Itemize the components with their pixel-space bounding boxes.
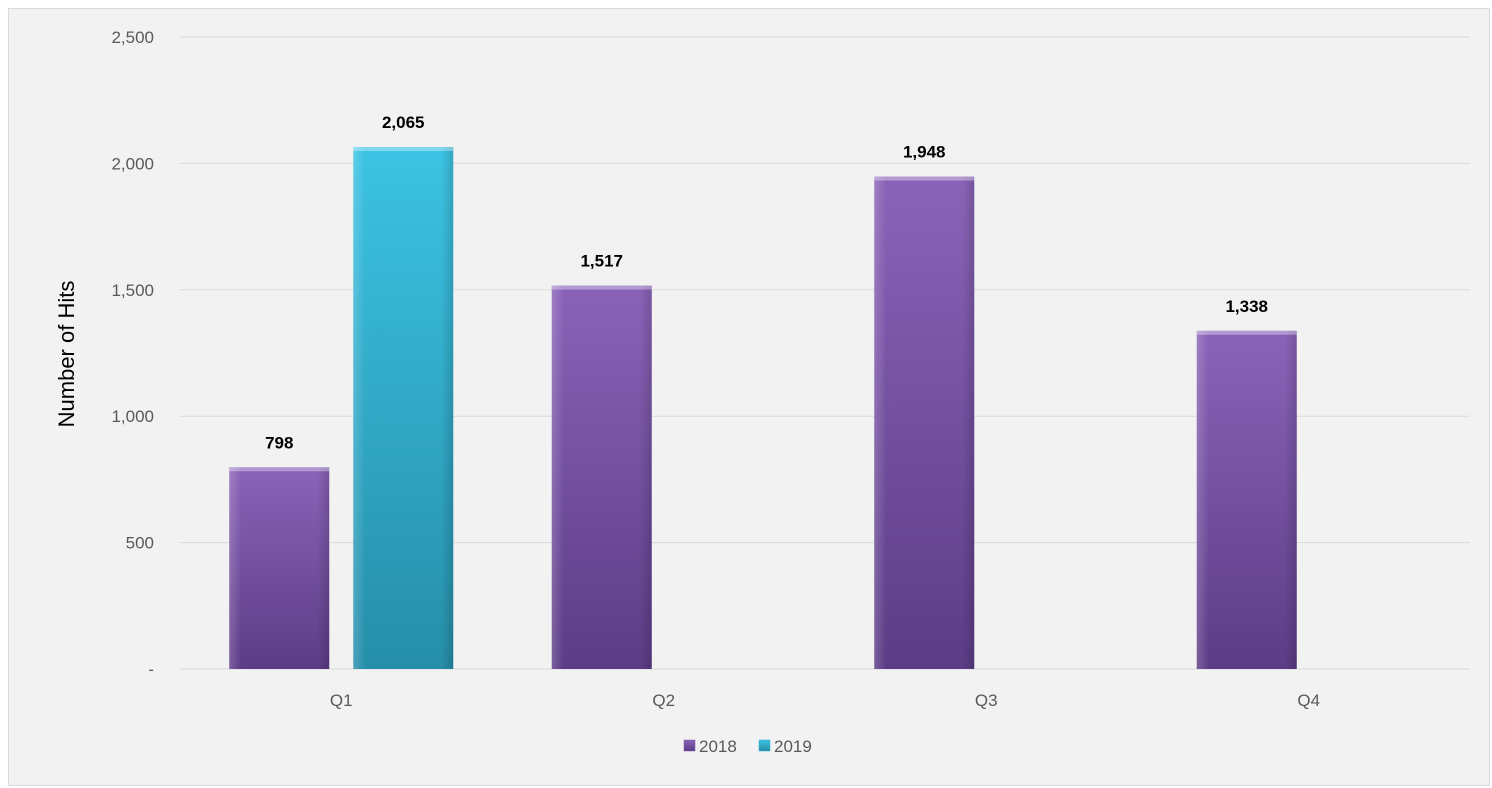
bar-2018-Q3: [874, 176, 975, 669]
y-tick-label: -: [148, 660, 154, 679]
legend: 2018 2019: [683, 737, 812, 756]
legend-swatch-2019: [758, 739, 771, 752]
x-axis-ticks: Q1 Q2 Q3 Q4: [330, 691, 1320, 710]
legend-swatch-2018: [683, 739, 696, 752]
bar-bevel: [551, 285, 652, 290]
y-tick-label: 2,000: [111, 154, 154, 173]
bar-bevel: [229, 467, 330, 472]
bar-2019-Q1: [353, 146, 454, 669]
x-tick-label-Q4: Q4: [1297, 691, 1320, 710]
bar-shading: [229, 467, 330, 669]
y-axis-title: Number of Hits: [54, 281, 79, 428]
data-label-2018-Q4: 1,338: [1225, 297, 1268, 316]
bar-shading: [353, 146, 454, 669]
bar-bevel: [1196, 330, 1297, 335]
bar-bevel: [874, 176, 975, 181]
x-tick-label-Q3: Q3: [975, 691, 998, 710]
legend-label-2019: 2019: [774, 737, 812, 756]
x-tick-label-Q2: Q2: [652, 691, 675, 710]
x-tick-label-Q1: Q1: [330, 691, 353, 710]
data-label-2018-Q1: 798: [265, 433, 293, 452]
y-tick-label: 1,500: [111, 281, 154, 300]
bar-shading: [551, 285, 652, 669]
bar-2018-Q2: [551, 285, 652, 669]
data-label-2018-Q3: 1,948: [903, 143, 946, 162]
bar-shading: [1196, 330, 1297, 669]
bars: [229, 146, 1297, 669]
legend-label-2018: 2018: [699, 737, 737, 756]
bar-shading: [874, 176, 975, 669]
data-label-2019-Q1: 2,065: [382, 113, 425, 132]
bar-2018-Q1: [229, 467, 330, 669]
bar-2018-Q4: [1196, 330, 1297, 669]
bar-bevel: [353, 146, 454, 151]
y-tick-label: 500: [126, 534, 154, 553]
y-tick-label: 1,000: [111, 407, 154, 426]
data-label-2018-Q2: 1,517: [580, 252, 623, 271]
y-tick-label: 2,500: [111, 28, 154, 47]
data-labels: 798 2,065 1,517 1,948 1,338: [265, 113, 1268, 452]
y-axis-ticks: - 500 1,000 1,500 2,000 2,500: [111, 28, 154, 679]
